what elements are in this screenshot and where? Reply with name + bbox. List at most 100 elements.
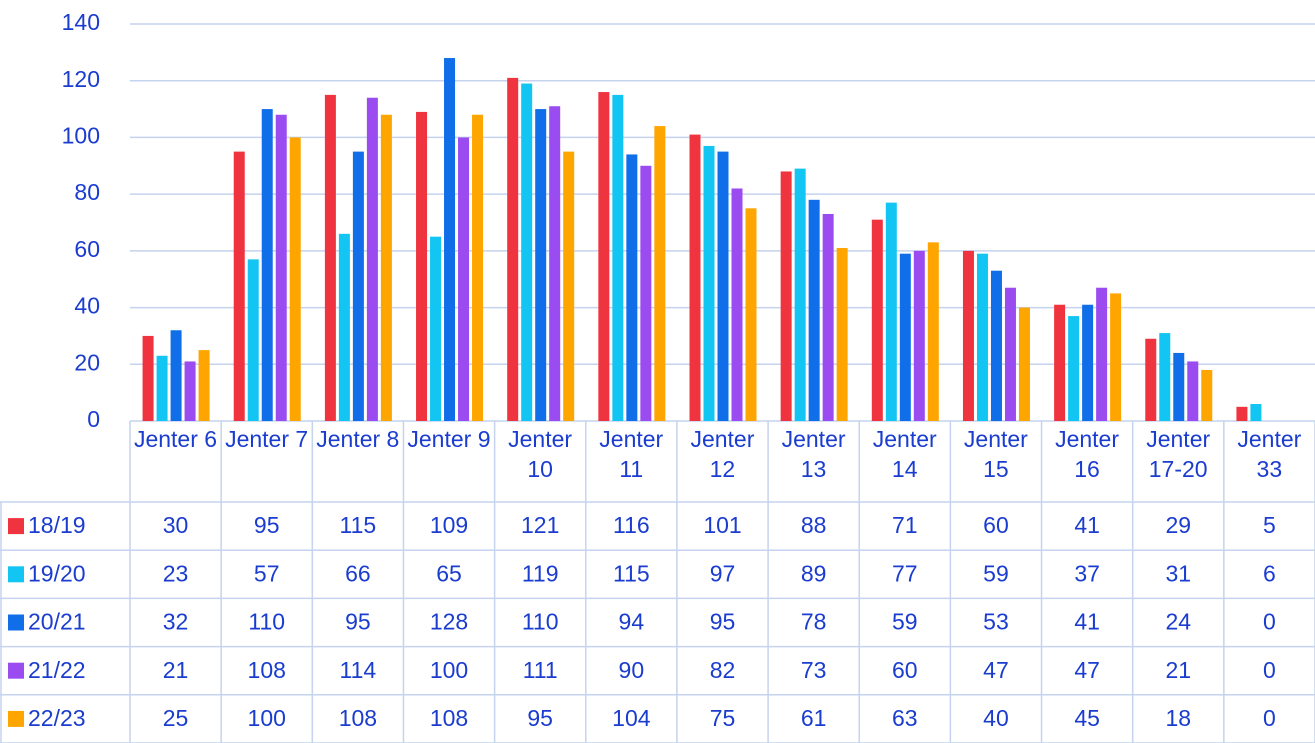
bar: [1018, 307, 1030, 421]
bar: [927, 242, 939, 421]
x-tick-label: Jenter 15: [963, 426, 1028, 482]
table-cell: 78: [801, 609, 827, 635]
bar: [612, 94, 624, 422]
table-cell: 29: [1165, 512, 1191, 538]
x-tick-label: Jenter 13: [781, 426, 846, 482]
x-tick-label: Jenter 11: [599, 426, 664, 482]
legend-swatch: [8, 614, 24, 631]
bar: [836, 248, 848, 421]
bar: [535, 109, 547, 422]
legend-swatch: [8, 662, 24, 679]
table-cell: 82: [710, 657, 736, 683]
bar: [654, 126, 666, 421]
table-cell: 110: [248, 609, 285, 635]
table-cell: 47: [1074, 657, 1100, 683]
y-tick-label: 120: [62, 66, 100, 92]
bar: [352, 151, 364, 421]
bar: [380, 114, 392, 421]
table-cell: 37: [1074, 560, 1100, 586]
bar: [170, 330, 182, 421]
table-cell: 25: [163, 705, 189, 731]
table-cell: 71: [892, 512, 918, 538]
table-cell: 77: [892, 560, 918, 586]
table-cell: 109: [430, 512, 468, 538]
table-cell: 114: [340, 657, 377, 683]
table-cell: 21: [163, 657, 189, 683]
bar: [289, 137, 301, 421]
table-cell: 0: [1263, 609, 1276, 635]
bar: [1236, 406, 1248, 421]
bar: [233, 151, 245, 421]
bar: [458, 137, 470, 421]
bar: [142, 335, 154, 421]
table-cell: 30: [163, 512, 189, 538]
table-cell: 18: [1165, 705, 1191, 731]
x-tick-label: Jenter 14: [872, 426, 937, 482]
table-cell: 53: [983, 609, 1009, 635]
table-cell: 73: [801, 657, 827, 683]
table-cell: 128: [430, 609, 468, 635]
table-cell: 66: [345, 560, 371, 586]
legend-label: 20/21: [28, 609, 86, 635]
table-cell: 40: [983, 705, 1009, 731]
table-cell: 97: [710, 560, 736, 586]
table-cell: 115: [340, 512, 377, 538]
bar: [976, 253, 988, 421]
table-cell: 110: [522, 609, 559, 635]
x-tick-label: Jenter 16: [1055, 426, 1119, 482]
bar: [1159, 333, 1171, 421]
x-tick-label: Jenter 10: [508, 426, 573, 482]
legend-label: 18/19: [28, 512, 86, 538]
legend-label: 19/20: [28, 560, 86, 586]
table-cell: 101: [703, 512, 741, 538]
table-cell: 5: [1263, 512, 1276, 538]
y-tick-label: 60: [74, 236, 100, 262]
table-cell: 108: [430, 705, 468, 731]
bar: [275, 114, 287, 421]
bar: [871, 219, 883, 421]
table-cell: 24: [1165, 609, 1191, 635]
table-cell: 121: [521, 512, 559, 538]
table-cell: 57: [254, 560, 280, 586]
bar: [184, 361, 196, 421]
table-cell: 21: [1165, 657, 1191, 683]
bar: [1187, 361, 1199, 421]
y-tick-label: 140: [62, 9, 100, 35]
bar: [1110, 293, 1122, 421]
bar: [366, 97, 378, 421]
bar: [430, 236, 442, 421]
table-cell: 104: [612, 705, 651, 731]
bar: [1004, 287, 1016, 421]
bar: [780, 171, 792, 421]
table-cell: 100: [248, 705, 286, 731]
bar: [913, 250, 925, 421]
bar: [822, 213, 834, 421]
legend-swatch: [8, 710, 24, 727]
x-tick-label: Jenter 33: [1237, 426, 1302, 482]
y-tick-label: 20: [74, 349, 100, 375]
y-tick-label: 80: [74, 179, 100, 205]
table-cell: 100: [430, 657, 468, 683]
bar: [324, 94, 336, 422]
bar: [885, 202, 897, 421]
bar: [1082, 304, 1094, 421]
bar: [689, 134, 701, 422]
table-cell: 0: [1263, 657, 1276, 683]
table-cell: 0: [1263, 705, 1276, 731]
bar: [717, 151, 729, 421]
table-cell: 116: [613, 512, 650, 538]
table-cell: 63: [892, 705, 918, 731]
y-tick-label: 100: [62, 123, 100, 149]
table-cell: 95: [254, 512, 280, 538]
table-cell: 6: [1263, 560, 1276, 586]
legend-label: 21/22: [28, 657, 86, 683]
bar: [1145, 338, 1157, 421]
table-cell: 115: [613, 560, 650, 586]
table-cell: 89: [801, 560, 827, 586]
x-tick-label: Jenter 8: [316, 426, 400, 452]
table-cell: 75: [710, 705, 736, 731]
bar: [563, 151, 575, 421]
table-cell: 41: [1074, 512, 1100, 538]
bar: [626, 154, 638, 421]
